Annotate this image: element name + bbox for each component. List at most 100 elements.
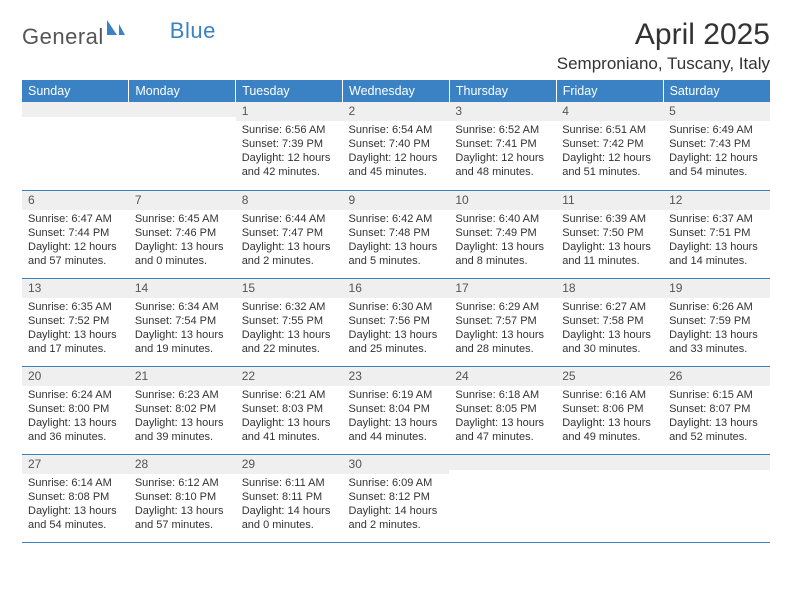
weekday-header: Saturday: [663, 80, 770, 102]
day-details: Sunrise: 6:27 AMSunset: 7:58 PMDaylight:…: [556, 298, 663, 360]
day-number: 3: [449, 102, 556, 121]
calendar-day-cell: 20Sunrise: 6:24 AMSunset: 8:00 PMDayligh…: [22, 366, 129, 454]
day-number: 7: [129, 191, 236, 210]
day-number: 10: [449, 191, 556, 210]
calendar-week-row: 20Sunrise: 6:24 AMSunset: 8:00 PMDayligh…: [22, 366, 770, 454]
day-details: Sunrise: 6:21 AMSunset: 8:03 PMDaylight:…: [236, 386, 343, 448]
logo-sail-icon: [106, 18, 126, 41]
day-number: 21: [129, 367, 236, 386]
day-details: Sunrise: 6:16 AMSunset: 8:06 PMDaylight:…: [556, 386, 663, 448]
calendar-day-cell: [449, 454, 556, 542]
calendar-day-cell: [129, 102, 236, 190]
calendar-day-cell: 27Sunrise: 6:14 AMSunset: 8:08 PMDayligh…: [22, 454, 129, 542]
day-number: 17: [449, 279, 556, 298]
day-number: [556, 455, 663, 470]
day-number: 30: [343, 455, 450, 474]
day-number: 16: [343, 279, 450, 298]
calendar-day-cell: 23Sunrise: 6:19 AMSunset: 8:04 PMDayligh…: [343, 366, 450, 454]
calendar-day-cell: [663, 454, 770, 542]
day-details: Sunrise: 6:24 AMSunset: 8:00 PMDaylight:…: [22, 386, 129, 448]
day-number: 23: [343, 367, 450, 386]
day-number: 4: [556, 102, 663, 121]
day-number: 19: [663, 279, 770, 298]
calendar-day-cell: 26Sunrise: 6:15 AMSunset: 8:07 PMDayligh…: [663, 366, 770, 454]
calendar-day-cell: 7Sunrise: 6:45 AMSunset: 7:46 PMDaylight…: [129, 190, 236, 278]
calendar-week-row: 27Sunrise: 6:14 AMSunset: 8:08 PMDayligh…: [22, 454, 770, 542]
calendar-day-cell: 12Sunrise: 6:37 AMSunset: 7:51 PMDayligh…: [663, 190, 770, 278]
day-number: 20: [22, 367, 129, 386]
month-title: April 2025: [557, 18, 770, 52]
day-details: Sunrise: 6:37 AMSunset: 7:51 PMDaylight:…: [663, 210, 770, 272]
calendar-day-cell: 29Sunrise: 6:11 AMSunset: 8:11 PMDayligh…: [236, 454, 343, 542]
calendar-day-cell: 6Sunrise: 6:47 AMSunset: 7:44 PMDaylight…: [22, 190, 129, 278]
calendar-day-cell: 21Sunrise: 6:23 AMSunset: 8:02 PMDayligh…: [129, 366, 236, 454]
calendar-day-cell: 4Sunrise: 6:51 AMSunset: 7:42 PMDaylight…: [556, 102, 663, 190]
day-number: 24: [449, 367, 556, 386]
day-number: 9: [343, 191, 450, 210]
weekday-header: Thursday: [449, 80, 556, 102]
day-details: Sunrise: 6:11 AMSunset: 8:11 PMDaylight:…: [236, 474, 343, 536]
logo-word-2: Blue: [170, 18, 216, 44]
logo-word-1: General: [22, 24, 104, 50]
weekday-header: Friday: [556, 80, 663, 102]
calendar-day-cell: 5Sunrise: 6:49 AMSunset: 7:43 PMDaylight…: [663, 102, 770, 190]
day-details: Sunrise: 6:14 AMSunset: 8:08 PMDaylight:…: [22, 474, 129, 536]
day-number: 11: [556, 191, 663, 210]
day-number: 29: [236, 455, 343, 474]
calendar-week-row: 6Sunrise: 6:47 AMSunset: 7:44 PMDaylight…: [22, 190, 770, 278]
day-details: Sunrise: 6:19 AMSunset: 8:04 PMDaylight:…: [343, 386, 450, 448]
day-number: 12: [663, 191, 770, 210]
weekday-header: Sunday: [22, 80, 129, 102]
calendar-table: SundayMondayTuesdayWednesdayThursdayFrid…: [22, 80, 770, 543]
day-details: Sunrise: 6:49 AMSunset: 7:43 PMDaylight:…: [663, 121, 770, 183]
day-number: 1: [236, 102, 343, 121]
calendar-day-cell: 30Sunrise: 6:09 AMSunset: 8:12 PMDayligh…: [343, 454, 450, 542]
day-number: 25: [556, 367, 663, 386]
day-details: Sunrise: 6:09 AMSunset: 8:12 PMDaylight:…: [343, 474, 450, 536]
calendar-day-cell: 18Sunrise: 6:27 AMSunset: 7:58 PMDayligh…: [556, 278, 663, 366]
calendar-day-cell: 9Sunrise: 6:42 AMSunset: 7:48 PMDaylight…: [343, 190, 450, 278]
day-details: Sunrise: 6:44 AMSunset: 7:47 PMDaylight:…: [236, 210, 343, 272]
day-number: [129, 102, 236, 117]
calendar-day-cell: 13Sunrise: 6:35 AMSunset: 7:52 PMDayligh…: [22, 278, 129, 366]
calendar-day-cell: 3Sunrise: 6:52 AMSunset: 7:41 PMDaylight…: [449, 102, 556, 190]
day-number: [22, 102, 129, 117]
day-number: 26: [663, 367, 770, 386]
calendar-day-cell: 2Sunrise: 6:54 AMSunset: 7:40 PMDaylight…: [343, 102, 450, 190]
day-details: Sunrise: 6:18 AMSunset: 8:05 PMDaylight:…: [449, 386, 556, 448]
day-details: Sunrise: 6:52 AMSunset: 7:41 PMDaylight:…: [449, 121, 556, 183]
calendar-day-cell: 11Sunrise: 6:39 AMSunset: 7:50 PMDayligh…: [556, 190, 663, 278]
day-details: Sunrise: 6:47 AMSunset: 7:44 PMDaylight:…: [22, 210, 129, 272]
day-number: 18: [556, 279, 663, 298]
day-number: [449, 455, 556, 470]
day-details: Sunrise: 6:30 AMSunset: 7:56 PMDaylight:…: [343, 298, 450, 360]
day-number: 28: [129, 455, 236, 474]
calendar-day-cell: [556, 454, 663, 542]
day-number: 6: [22, 191, 129, 210]
day-number: 5: [663, 102, 770, 121]
day-number: 15: [236, 279, 343, 298]
calendar-day-cell: 8Sunrise: 6:44 AMSunset: 7:47 PMDaylight…: [236, 190, 343, 278]
day-number: 13: [22, 279, 129, 298]
calendar-day-cell: 28Sunrise: 6:12 AMSunset: 8:10 PMDayligh…: [129, 454, 236, 542]
day-number: 27: [22, 455, 129, 474]
calendar-day-cell: 24Sunrise: 6:18 AMSunset: 8:05 PMDayligh…: [449, 366, 556, 454]
day-details: Sunrise: 6:15 AMSunset: 8:07 PMDaylight:…: [663, 386, 770, 448]
calendar-header-row: SundayMondayTuesdayWednesdayThursdayFrid…: [22, 80, 770, 102]
header: General Blue April 2025 Semproniano, Tus…: [22, 18, 770, 74]
weekday-header: Wednesday: [343, 80, 450, 102]
day-details: Sunrise: 6:40 AMSunset: 7:49 PMDaylight:…: [449, 210, 556, 272]
calendar-day-cell: 22Sunrise: 6:21 AMSunset: 8:03 PMDayligh…: [236, 366, 343, 454]
title-block: April 2025 Semproniano, Tuscany, Italy: [557, 18, 770, 74]
calendar-day-cell: 19Sunrise: 6:26 AMSunset: 7:59 PMDayligh…: [663, 278, 770, 366]
calendar-day-cell: 17Sunrise: 6:29 AMSunset: 7:57 PMDayligh…: [449, 278, 556, 366]
day-number: 8: [236, 191, 343, 210]
calendar-day-cell: 15Sunrise: 6:32 AMSunset: 7:55 PMDayligh…: [236, 278, 343, 366]
location-subtitle: Semproniano, Tuscany, Italy: [557, 54, 770, 74]
day-details: Sunrise: 6:32 AMSunset: 7:55 PMDaylight:…: [236, 298, 343, 360]
calendar-week-row: 1Sunrise: 6:56 AMSunset: 7:39 PMDaylight…: [22, 102, 770, 190]
calendar-day-cell: 25Sunrise: 6:16 AMSunset: 8:06 PMDayligh…: [556, 366, 663, 454]
day-details: Sunrise: 6:39 AMSunset: 7:50 PMDaylight:…: [556, 210, 663, 272]
day-details: Sunrise: 6:23 AMSunset: 8:02 PMDaylight:…: [129, 386, 236, 448]
day-number: 14: [129, 279, 236, 298]
